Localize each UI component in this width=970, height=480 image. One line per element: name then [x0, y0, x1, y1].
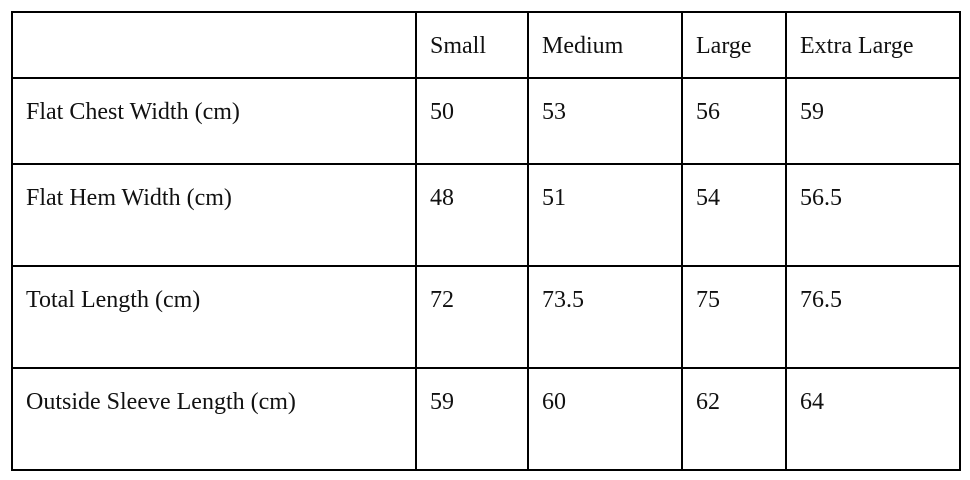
header-cell: Medium — [527, 11, 683, 79]
row-label: Outside Sleeve Length (cm) — [11, 367, 417, 471]
body-row: Flat Hem Width (cm) 48 51 54 56.5 — [11, 163, 961, 267]
value-cell: 76.5 — [785, 265, 961, 369]
value-cell: 50 — [415, 77, 529, 165]
value-cell: 56.5 — [785, 163, 961, 267]
value-cell: 53 — [527, 77, 683, 165]
row-label: Flat Chest Width (cm) — [11, 77, 417, 165]
row-label: Total Length (cm) — [11, 265, 417, 369]
value-cell: 75 — [681, 265, 787, 369]
size-table: Small Medium Large Extra Large Flat Chest Wi… — [11, 11, 961, 471]
row-label: Flat Hem Width (cm) — [11, 163, 417, 267]
body-row: Total Length (cm) 72 73.5 75 76.5 — [11, 265, 961, 369]
value-cell: 59 — [415, 367, 529, 471]
value-cell: 54 — [681, 163, 787, 267]
body-row: Flat Chest Width (cm) 50 53 56 59 — [11, 77, 961, 165]
value-cell: 56 — [681, 77, 787, 165]
body-row: Outside Sleeve Length (cm) 59 60 62 64 — [11, 367, 961, 471]
value-cell: 59 — [785, 77, 961, 165]
header-cell: Extra Large — [785, 11, 961, 79]
header-row: Small Medium Large Extra Large — [11, 11, 961, 79]
header-cell: Small — [415, 11, 529, 79]
value-cell: 64 — [785, 367, 961, 471]
value-cell: 60 — [527, 367, 683, 471]
corner-cell — [11, 11, 417, 79]
value-cell: 62 — [681, 367, 787, 471]
value-cell: 51 — [527, 163, 683, 267]
value-cell: 72 — [415, 265, 529, 369]
header-cell: Large — [681, 11, 787, 79]
value-cell: 48 — [415, 163, 529, 267]
value-cell: 73.5 — [527, 265, 683, 369]
